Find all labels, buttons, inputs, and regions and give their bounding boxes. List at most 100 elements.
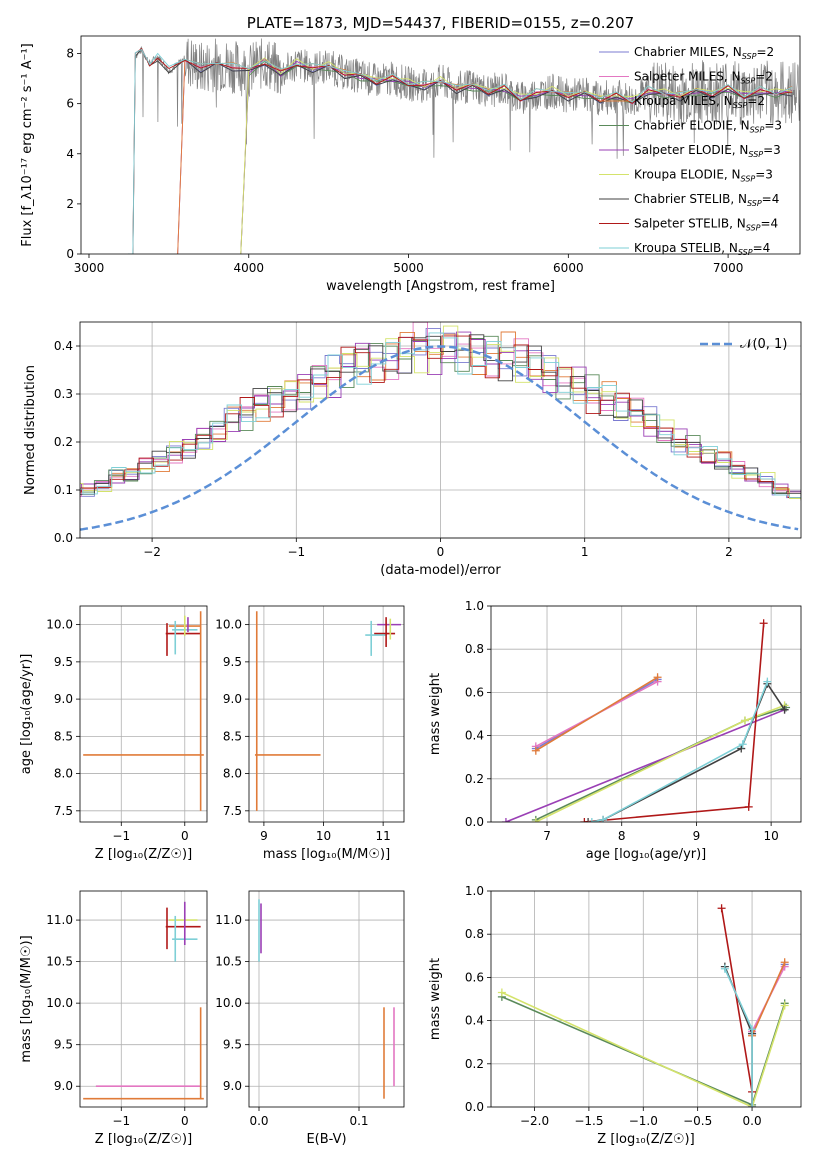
- y-tick-label: 6: [66, 97, 74, 111]
- axes-frame: [248, 605, 405, 823]
- legend-text: =3: [755, 168, 773, 182]
- legend-text: Kroupa MILES, N: [634, 94, 733, 108]
- x-tick-label: 1: [581, 545, 589, 559]
- legend-text: =2: [756, 45, 774, 59]
- histogram-kroupa_stelib: [80, 332, 801, 499]
- histogram-chabrier_miles: [80, 327, 801, 499]
- observed-spectrum: [134, 38, 800, 159]
- x-tick-label: 0: [181, 829, 189, 843]
- y-tick-label: 7.5: [54, 804, 73, 818]
- spectrum-panel: 3000 4000 5000 6000 7000 0 2 4 6 8 wavelength [Ang…: [20, 14, 801, 294]
- data-point-kroupa_miles: [653, 673, 662, 682]
- data-point-kroupa_stelib: [720, 964, 729, 973]
- spectrum-plot-area: [128, 38, 800, 254]
- y-axis-label: Flux [f_λ10⁻¹⁷ erg cm⁻² s⁻¹ A⁻¹]: [20, 43, 35, 247]
- age_vs_mass-panel: 9 10 11 7.5 8.0 8.5 9.0 9.5 10.0 mass [log₁₀(M/M☉…: [215, 605, 405, 862]
- axes-frame: [80, 35, 801, 255]
- age_vs_Z-plot-area: [83, 611, 204, 811]
- x-axis-label: Z [log₁₀(Z/Z☉)]: [597, 1132, 694, 1147]
- series-line-kroupa_elodie: [501, 991, 786, 1107]
- legend-text: Kroupa ELODIE, N: [634, 168, 741, 182]
- series-line-chabrier_stelib: [724, 966, 753, 1107]
- data-point-kroupa_elodie: [531, 818, 540, 822]
- x-tick-label: 10: [316, 829, 331, 843]
- y-tick-label: 10.5: [46, 955, 73, 969]
- y-tick-label: 0.6: [465, 685, 484, 699]
- y-tick-label: 0.2: [465, 772, 484, 786]
- data-point-kroupa_elodie: [780, 1001, 789, 1010]
- x-tick-label: 6000: [553, 261, 584, 275]
- weight_vs_Z-plot-area: [497, 904, 789, 1107]
- histogram-salpeter_miles: [80, 322, 801, 497]
- x-tick-label: 8: [618, 829, 626, 843]
- legend-subscript: SSP: [748, 150, 763, 159]
- series-line-salpeter_stelib: [584, 623, 765, 822]
- x-tick-label: 3000: [74, 261, 105, 275]
- legend-subscript: SSP: [733, 101, 748, 110]
- axes-frame: [79, 890, 208, 1108]
- x-axis-label: (data-model)/error: [380, 563, 501, 578]
- x-axis-label: mass [log₁₀(M/M☉)]: [263, 847, 390, 862]
- legend-subscript: SSP: [741, 77, 756, 86]
- x-tick-label: −1: [112, 829, 130, 843]
- x-tick-label: −2: [143, 545, 161, 559]
- legend-entry: 𝒩(0, 1): [740, 337, 787, 352]
- x-tick-label: 9: [260, 829, 268, 843]
- legend-subscript: SSP: [747, 199, 762, 208]
- y-tick-label: 7.5: [223, 804, 242, 818]
- histogram-salpeter_stelib: [80, 335, 801, 498]
- data-point-salpeter_stelib: [580, 818, 589, 822]
- x-tick-label: 0: [181, 1114, 189, 1128]
- legend-text: Kroupa STELIB, N: [634, 241, 738, 255]
- y-tick-label: 0.8: [465, 642, 484, 656]
- legend-subscript: SSP: [742, 52, 757, 61]
- legend-text: =4: [762, 192, 780, 206]
- legend-entry: Salpeter STELIB, NSSP=4: [634, 217, 778, 233]
- normal-curve: [80, 345, 799, 531]
- x-tick-label: 0.0: [743, 1114, 762, 1128]
- histogram-salpeter_elodie: [80, 331, 801, 492]
- x-tick-label: −2.0: [520, 1114, 549, 1128]
- data-point-kroupa_miles: [780, 958, 789, 967]
- y-tick-label: 9.0: [54, 1079, 73, 1093]
- series-line-kroupa_miles: [535, 676, 659, 752]
- model-spectrum-kroupa_stelib: [128, 48, 793, 254]
- data-point-kroupa_elodie: [740, 716, 749, 725]
- series-line-kroupa_elodie: [535, 704, 785, 822]
- model-spectrum-kroupa_elodie: [240, 57, 793, 254]
- legend-text: Chabrier STELIB, N: [634, 192, 747, 206]
- age_vs_Z-panel: −1 0 7.5 8.0 8.5 9.0 9.5 10.0 Z [log₁₀(Z/Z☉)] age…: [19, 605, 208, 862]
- y-tick-label: 0.2: [54, 435, 73, 449]
- y-axis-label: mass [log₁₀(M/M☉)]: [19, 935, 34, 1062]
- y-axis-label: mass weight: [428, 958, 443, 1040]
- x-tick-label: 7000: [713, 261, 744, 275]
- y-tick-label: 4: [66, 147, 74, 161]
- data-point-salpeter_stelib: [744, 802, 753, 811]
- x-tick-label: −1.5: [574, 1114, 603, 1128]
- y-tick-label: 0.4: [465, 1014, 484, 1028]
- y-axis-label: mass weight: [428, 673, 443, 755]
- y-tick-label: 11.0: [215, 913, 242, 927]
- y-axis-label: age [log₁₀(age/yr)]: [19, 654, 34, 775]
- y-tick-label: 8: [66, 47, 74, 61]
- model-spectrum-chabrier_stelib: [128, 47, 793, 254]
- x-tick-label: −1: [112, 1114, 130, 1128]
- y-tick-label: 8.0: [54, 767, 73, 781]
- model-spectrum-chabrier_elodie: [240, 60, 793, 254]
- data-point-kroupa_stelib: [748, 1025, 757, 1034]
- legend-entry: Chabrier MILES, NSSP=2: [634, 45, 774, 61]
- y-axis-label: Normed distribution: [23, 365, 38, 495]
- y-tick-label: 10.0: [215, 996, 242, 1010]
- histogram-kroupa_elodie: [80, 325, 801, 499]
- weight_vs_Z-panel: −2.0 −1.5 −1.0 −0.5 0.0 0.0 0.2 0.4 0.6 0.8 1.0 Z […: [428, 884, 802, 1147]
- x-tick-label: 0.0: [249, 1114, 268, 1128]
- y-tick-label: 11.0: [46, 913, 73, 927]
- x-axis-label: E(B-V): [306, 1132, 346, 1147]
- x-tick-label: 9: [693, 829, 701, 843]
- series-line-chabrier_stelib: [587, 682, 786, 822]
- x-tick-label: 11: [375, 829, 390, 843]
- legend-text: =2: [747, 94, 765, 108]
- residuals-plot-area: [80, 322, 801, 531]
- axes-frame: [79, 321, 802, 539]
